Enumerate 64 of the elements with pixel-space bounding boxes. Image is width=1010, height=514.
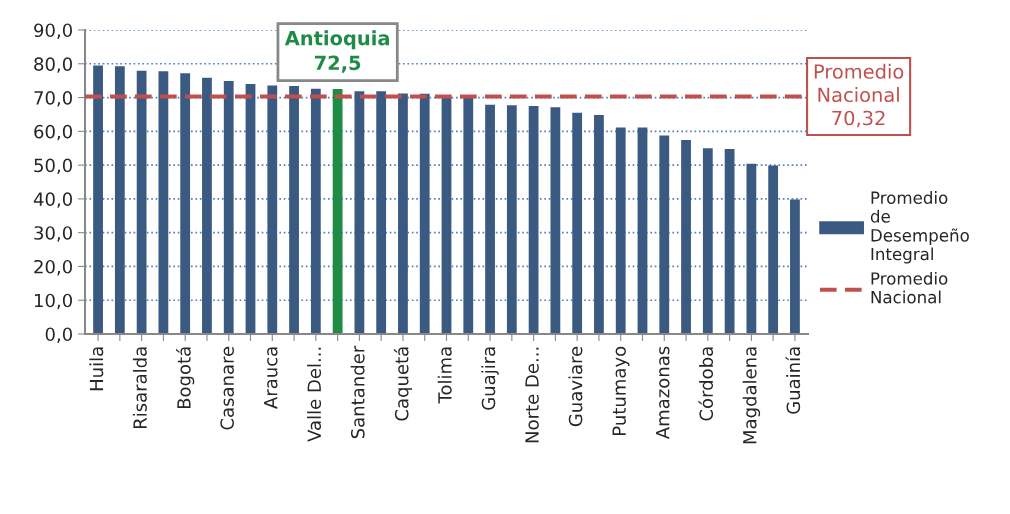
bar [180, 73, 191, 334]
bar [289, 86, 299, 334]
y-tick-label: 10,0 [34, 293, 72, 310]
y-tick-label: 30,0 [34, 226, 72, 242]
x-tick-label: Casanare [220, 346, 234, 430]
bar [441, 96, 452, 334]
y-tick-label: 90,0 [34, 23, 72, 39]
y-tick-label: 0,0 [45, 327, 72, 343]
x-tick-label: Guajira [481, 347, 499, 410]
bar [702, 148, 713, 334]
bar [398, 93, 408, 334]
y-tick-label: 20,0 [34, 259, 72, 276]
annotation: Antioquia 72,5 [284, 30, 389, 73]
x-tick-label: Córdoba [698, 347, 714, 421]
bar [463, 96, 474, 334]
y-tick-label: 50,0 [34, 158, 72, 175]
y-tick-label: 80,0 [34, 57, 72, 73]
bar [768, 165, 779, 334]
bar [136, 70, 147, 334]
y-tick-label: 60,0 [34, 124, 72, 141]
text: Promedio Nacional 70,32 [814, 63, 904, 128]
bar [158, 71, 169, 334]
bar [202, 77, 212, 334]
bar [245, 84, 256, 334]
bar [746, 163, 757, 334]
y-tick-label: 40,0 [33, 192, 72, 208]
bar [659, 135, 670, 334]
bar [310, 88, 321, 334]
bar [550, 107, 561, 334]
y-tick-label: 70,0 [34, 91, 72, 107]
bar [485, 104, 495, 334]
x-tick-label: Caquetá [393, 347, 413, 421]
bar [637, 127, 648, 334]
bar [267, 85, 278, 334]
bar [354, 91, 365, 334]
x-tick-label: Arauca [264, 347, 278, 409]
x-tick-label: Bogotá [176, 347, 195, 409]
bar [615, 127, 626, 334]
bar [506, 105, 517, 334]
x-tick-label: Norte De... [525, 347, 539, 443]
x-tick-label: Tolima [437, 347, 452, 404]
x-tick-label: Guaviare [568, 346, 583, 427]
x-tick-label: Huila [89, 347, 104, 391]
x-tick-label: Santander [350, 345, 365, 439]
bar [114, 66, 125, 334]
x-tick-label: Valle Del... [307, 347, 322, 442]
x-tick-label: Magdalena [742, 347, 761, 444]
bar [376, 91, 387, 334]
bar [332, 89, 343, 334]
bar [790, 199, 800, 334]
legend-label: Promedio de Desempeño Integral [870, 191, 969, 264]
bar [223, 81, 234, 334]
bar [528, 106, 539, 334]
bar [93, 65, 103, 334]
bar [724, 148, 735, 334]
legend-label: Promedio Nacional [871, 271, 948, 304]
bar [572, 112, 583, 334]
bar [681, 140, 691, 334]
x-tick-label: Putumayo [612, 346, 630, 435]
x-tick-label: Amazonas [656, 346, 670, 440]
bar [419, 93, 430, 334]
x-tick-label: Risaralda [132, 347, 147, 429]
x-tick-label: Guainía [785, 347, 801, 414]
bar [594, 115, 604, 334]
